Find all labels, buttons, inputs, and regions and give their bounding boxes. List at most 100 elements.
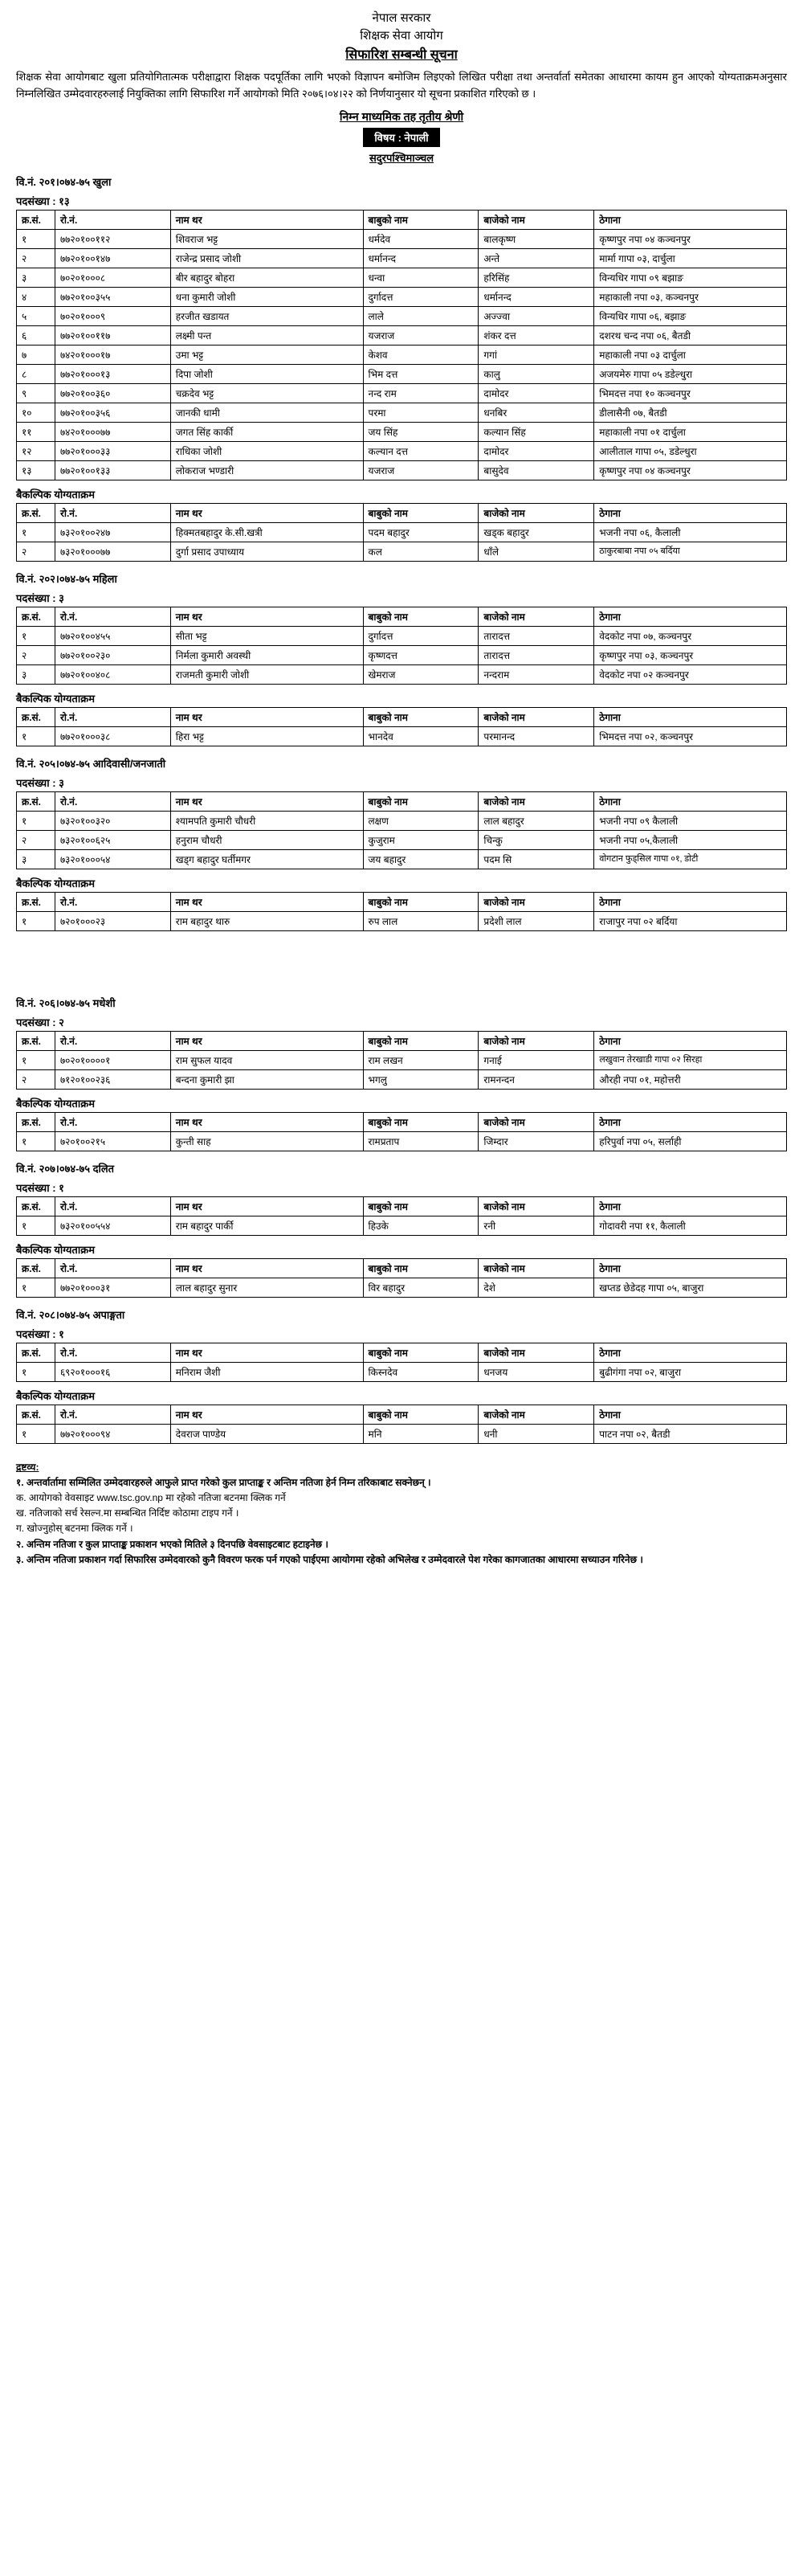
cell-addr: विन्यधिर गापा ०९ बझाङ xyxy=(594,268,787,287)
th-gf: बाजेको नाम xyxy=(479,1031,594,1050)
th-roll: रो.नं. xyxy=(55,1258,170,1278)
cell-name: शिवराज भट्ट xyxy=(170,229,363,248)
cell-addr: ठाकुरबाबा नपा ०५ बर्दिया xyxy=(594,542,787,561)
table-row: ६ ७७२०१००११७ लक्ष्मी पन्त यजराज शंकर दत्… xyxy=(17,325,787,345)
cell-gf: तारादत्त xyxy=(479,645,594,664)
th-name: नाम थर xyxy=(170,210,363,229)
result-table: क्र.सं. रो.नं. नाम थर बाबुको नाम बाजेको … xyxy=(16,1405,787,1444)
cell-sn: ६ xyxy=(17,325,55,345)
cell-father: केशव xyxy=(363,345,479,364)
cell-name: बीर बहादुर बोहरा xyxy=(170,268,363,287)
cell-name: मनिराम जैशी xyxy=(170,1362,363,1381)
cell-name: जानकी धामी xyxy=(170,403,363,422)
table-row: १ ७७२०१००११२ शिवराज भट्ट धर्मदेव बालकृष्… xyxy=(17,229,787,248)
table-row: १ ७७२०१०००३८ हिरा भट्ट भानदेव परमानन्द भ… xyxy=(17,726,787,746)
th-roll: रो.नं. xyxy=(55,1031,170,1050)
note-item: ३. अन्तिम नतिजा प्रकाशन गर्दा सिफारिस उम… xyxy=(16,1552,787,1568)
cell-roll: ७७२०१०००३८ xyxy=(55,726,170,746)
cell-sn: १ xyxy=(17,1216,55,1235)
alt-heading: बैकल्पिक योग्यताक्रम xyxy=(16,1096,787,1110)
note-item: २. अन्तिम नतिजा र कुल प्राप्ताङ्क प्रकाश… xyxy=(16,1537,787,1552)
cell-roll: ७३२०१०००७७ xyxy=(55,542,170,561)
cell-roll: ७०२०१०००८ xyxy=(55,268,170,287)
cell-roll: ७४२०१०००१७ xyxy=(55,345,170,364)
th-addr: ठेगाना xyxy=(594,503,787,522)
cell-sn: १० xyxy=(17,403,55,422)
cell-addr: कृष्णपुर नपा ०४ कञ्चनपुर xyxy=(594,460,787,480)
table-row: ८ ७७२०१०००१३ दिपा जोशी भिम दत्त कालु अजय… xyxy=(17,364,787,383)
post-count: पदसंख्या : १३ xyxy=(16,194,787,208)
cell-gf: धनी xyxy=(479,1424,594,1443)
cell-name: श्यामपति कुमारी चौधरी xyxy=(170,811,363,830)
th-sn: क्र.सं. xyxy=(17,707,55,726)
cell-roll: ७७२०१००४५५ xyxy=(55,626,170,645)
cell-sn: ११ xyxy=(17,422,55,441)
alt-heading: बैकल्पिक योग्यताक्रम xyxy=(16,487,787,501)
table-row: २ ७३२०१०००७७ दुर्गा प्रसाद उपाध्याय कल ध… xyxy=(17,542,787,561)
cell-addr: वोगटान फुड्सिल गापा ०१‚ डोटी xyxy=(594,849,787,869)
table-row: ४ ७७२०१००३५५ धना कुमारी जोशी दुर्गादत्त … xyxy=(17,287,787,306)
cell-name: देवराज पाण्डेय xyxy=(170,1424,363,1443)
table-row: १ ७७२०१००४५५ सीता भट्ट दुर्गादत्त तारादत… xyxy=(17,626,787,645)
th-father: बाबुको नाम xyxy=(363,503,479,522)
cell-sn: १ xyxy=(17,1050,55,1069)
cell-roll: ७१२०१००२३६ xyxy=(55,1069,170,1089)
cell-sn: ९ xyxy=(17,383,55,403)
th-sn: क्र.सं. xyxy=(17,1343,55,1362)
cell-name: निर्मला कुमारी अवस्थी xyxy=(170,645,363,664)
th-gf: बाजेको नाम xyxy=(479,791,594,811)
table-row: १ ७३२०१००२४७ हिक्मतबहादुर के.सी.खत्री पद… xyxy=(17,522,787,542)
table-row: १ ७७२०१०००३१ लाल बहादुर सुनार विर बहादुर… xyxy=(17,1278,787,1297)
cell-name: राम सुफल यादव xyxy=(170,1050,363,1069)
cell-father: रामप्रताप xyxy=(363,1131,479,1151)
header: नेपाल सरकार शिक्षक सेवा आयोग सिफारिश सम्… xyxy=(16,10,787,63)
cell-father: जय सिंह xyxy=(363,422,479,441)
cell-gf: अन्ते xyxy=(479,248,594,268)
result-table: क्र.सं. रो.नं. नाम थर बाबुको नाम बाजेको … xyxy=(16,1343,787,1382)
cell-sn: १ xyxy=(17,811,55,830)
table-row: १ ६९२०१०००१६ मनिराम जैशी किस्नदेव धनजय ब… xyxy=(17,1362,787,1381)
vacancy-heading: वि.नं. २०५।०७४-७५ आदिवासी/जनजाती xyxy=(16,756,787,771)
th-roll: रो.नं. xyxy=(55,1343,170,1362)
cell-gf: खड्क बहादुर xyxy=(479,522,594,542)
cell-gf: धाँले xyxy=(479,542,594,561)
cell-sn: २ xyxy=(17,830,55,849)
th-roll: रो.नं. xyxy=(55,791,170,811)
cell-name: लोकराज भण्डारी xyxy=(170,460,363,480)
cell-gf: परमानन्द xyxy=(479,726,594,746)
cell-roll: ७३२०१००५५४ xyxy=(55,1216,170,1235)
th-name: नाम थर xyxy=(170,1405,363,1424)
note-item: ग. खोज्नुहोस् बटनमा क्लिक गर्ने । xyxy=(16,1521,787,1536)
cell-addr: कृष्णपुर नपा ०३, कञ्चनपुर xyxy=(594,645,787,664)
cell-gf: रनी xyxy=(479,1216,594,1235)
cell-gf: शंकर दत्त xyxy=(479,325,594,345)
th-roll: रो.नं. xyxy=(55,1405,170,1424)
cell-roll: ७३२०१००३२० xyxy=(55,811,170,830)
th-sn: क्र.सं. xyxy=(17,210,55,229)
cell-gf: कालु xyxy=(479,364,594,383)
cell-father: रुप लाल xyxy=(363,911,479,930)
table-row: ७ ७४२०१०००१७ उमा भट्ट केशव गगां महाकाली … xyxy=(17,345,787,364)
cell-gf: धर्मानन्द xyxy=(479,287,594,306)
table-row: १ ७०२०१००००१ राम सुफल यादव राम लखन गनाई … xyxy=(17,1050,787,1069)
th-addr: ठेगाना xyxy=(594,791,787,811)
cell-roll: ७२०१०००२३ xyxy=(55,911,170,930)
th-father: बाबुको नाम xyxy=(363,707,479,726)
cell-name: जगत सिंह कार्की xyxy=(170,422,363,441)
level-line: निम्न माध्यमिक तह तृतीय श्रेणी xyxy=(16,109,787,125)
th-addr: ठेगाना xyxy=(594,1258,787,1278)
cell-addr: डीलासैनी ०७, बैतडी xyxy=(594,403,787,422)
th-gf: बाजेको नाम xyxy=(479,707,594,726)
th-gf: बाजेको नाम xyxy=(479,1343,594,1362)
cell-father: भानदेव xyxy=(363,726,479,746)
cell-gf: प्रदेशी लाल xyxy=(479,911,594,930)
cell-gf: कल्यान सिंह xyxy=(479,422,594,441)
cell-gf: गनाई xyxy=(479,1050,594,1069)
cell-father: मनि xyxy=(363,1424,479,1443)
cell-gf: बासुदेव xyxy=(479,460,594,480)
th-addr: ठेगाना xyxy=(594,707,787,726)
notice-title: सिफारिश सम्बन्धी सूचना xyxy=(16,45,787,63)
cell-father: भिम दत्त xyxy=(363,364,479,383)
th-name: नाम थर xyxy=(170,1196,363,1216)
cell-gf: धनजय xyxy=(479,1362,594,1381)
